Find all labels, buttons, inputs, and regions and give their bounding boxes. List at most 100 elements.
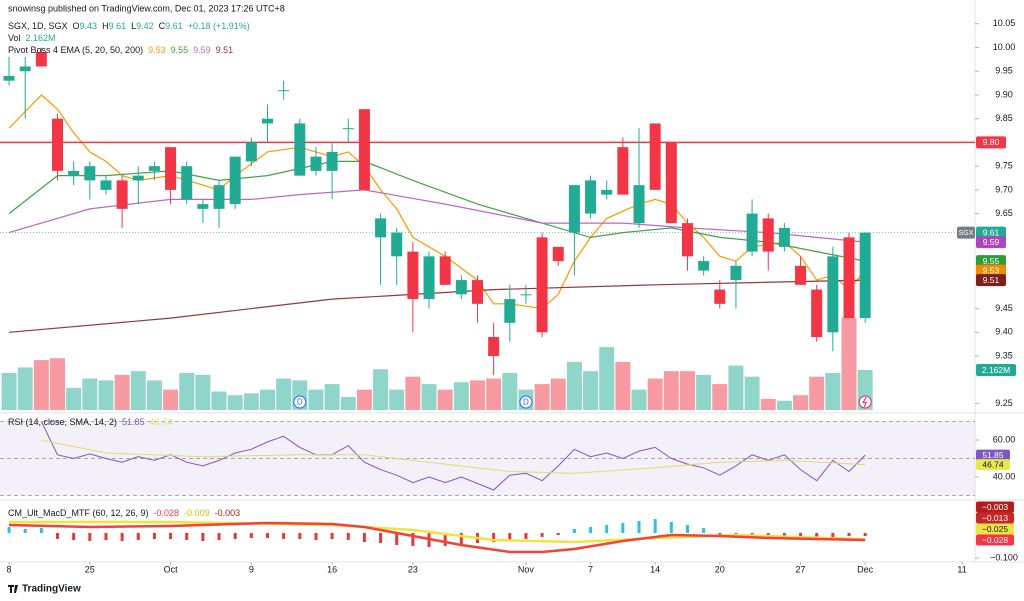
candle-body <box>165 147 177 190</box>
macd-histogram-bar <box>185 533 189 540</box>
candle-body <box>100 180 112 190</box>
volume-bar <box>437 389 453 410</box>
rsi-legend: RSI (14, close, SMA, 14, 2) 51.85 46.74 <box>8 417 172 427</box>
volume-bar <box>469 380 485 410</box>
candle-body <box>795 265 807 285</box>
macd-histogram-bar <box>863 533 867 536</box>
price-tag <box>976 226 1006 239</box>
macd-value: -0.009 <box>184 508 210 518</box>
volume-value: 2.162M <box>26 33 56 43</box>
macd-histogram-bar <box>39 528 43 533</box>
ema-line <box>8 189 866 243</box>
macd-histogram-bar <box>120 533 124 541</box>
y-tick-label: 9.70 <box>995 184 1013 194</box>
macd-tag-label: −0.028 <box>982 535 1009 545</box>
candle-body <box>471 280 483 304</box>
volume-bar <box>211 391 227 410</box>
volume-bar <box>259 389 275 410</box>
volume-bar <box>679 371 695 410</box>
macd-histogram-bar <box>572 529 576 533</box>
volume-bar <box>663 371 679 410</box>
macd-histogram-bar <box>56 533 60 539</box>
macd-histogram-bar <box>169 533 173 539</box>
macd-histogram-bar <box>492 533 496 542</box>
price-tag <box>976 136 1006 149</box>
macd-histogram-bar <box>685 525 689 533</box>
candle-body <box>423 256 435 300</box>
event-label: D <box>523 398 529 407</box>
rsi-value: 51.85 <box>122 417 145 427</box>
macd-histogram-bar <box>23 529 27 533</box>
candle-body <box>310 156 322 171</box>
candle-body <box>698 261 710 271</box>
volume-bar <box>163 389 179 410</box>
x-tick-label: 7 <box>588 564 593 574</box>
volume-bar <box>534 384 550 410</box>
volume-bar <box>17 367 33 410</box>
macd-histogram-bar <box>411 533 415 546</box>
macd-legend: CM_Ult_MacD_MTF (60, 12, 26, 9) -0.028 -0.… <box>8 508 240 518</box>
candle-body <box>68 170 80 176</box>
candle-body <box>245 142 257 162</box>
ohlc-key: O <box>73 21 80 31</box>
macd-histogram-bar <box>346 533 350 540</box>
candle-body <box>52 118 64 171</box>
macd-histogram-bar <box>282 533 286 539</box>
candle-body <box>132 175 144 181</box>
macd-histogram-bar <box>362 533 366 542</box>
ohlc-value: 9.43 <box>80 21 98 31</box>
x-tick-label: 8 <box>7 564 12 574</box>
candle-body <box>3 75 15 81</box>
volume-bar <box>760 398 776 410</box>
ohlc-key: C <box>159 21 166 31</box>
ema-line <box>8 160 866 262</box>
macd-histogram-bar <box>7 527 11 533</box>
candle-body <box>681 223 693 257</box>
volume-bar <box>179 373 195 410</box>
candle-body <box>568 185 580 233</box>
volume-bar <box>421 384 437 410</box>
event-marker <box>519 395 533 409</box>
macd-histogram-bar <box>314 533 318 540</box>
ema-label: Pivot Boss 4 EMA (5, 20, 50, 200) <box>8 45 143 55</box>
price-tag <box>976 236 1006 249</box>
volume-bar <box>389 389 405 410</box>
volume-bar <box>195 374 211 410</box>
y-tick-label: 9.45 <box>995 303 1013 313</box>
volume-bar <box>33 360 49 410</box>
candle-body <box>261 118 273 124</box>
candle-body <box>859 232 871 319</box>
candle-body <box>439 256 451 285</box>
candle-body <box>649 123 661 190</box>
macd-histogram-bar <box>249 533 253 538</box>
macd-histogram-bar <box>799 533 803 538</box>
symbol: SGX, 1D, SGX <box>8 21 68 31</box>
x-tick-label: 11 <box>957 564 966 574</box>
macd-histogram-bar <box>653 519 657 533</box>
macd-histogram-bar <box>265 533 269 538</box>
rsi-value: 46.74 <box>150 417 173 427</box>
macd-histogram-bar <box>379 533 383 543</box>
macd-histogram-bar <box>815 533 819 538</box>
ema-legend: Pivot Boss 4 EMA (5, 20, 50, 200) 9.53 9.5… <box>8 45 233 55</box>
volume-bar <box>841 317 857 410</box>
volume-bar <box>486 378 502 410</box>
volume-bar <box>82 378 98 410</box>
brand: TradingView <box>22 584 81 595</box>
volume-bar <box>1 373 17 410</box>
candle-body <box>278 90 290 92</box>
volume-bar <box>324 384 340 410</box>
logo-icon <box>8 585 18 593</box>
volume-bar <box>50 358 66 410</box>
candle-body <box>601 189 613 195</box>
macd-histogram-bar <box>395 533 399 545</box>
price-tag-label: 9.61 <box>983 227 1000 237</box>
event-marker <box>293 395 307 409</box>
y-tick-label: 9.35 <box>995 350 1013 360</box>
candle-body <box>811 289 823 338</box>
y-tick-label: 9.95 <box>995 66 1013 76</box>
macd-histogram-bar <box>88 533 92 541</box>
macd-tag <box>976 512 1014 524</box>
candle-body <box>375 218 387 238</box>
footer-logo: TradingView <box>8 584 81 595</box>
